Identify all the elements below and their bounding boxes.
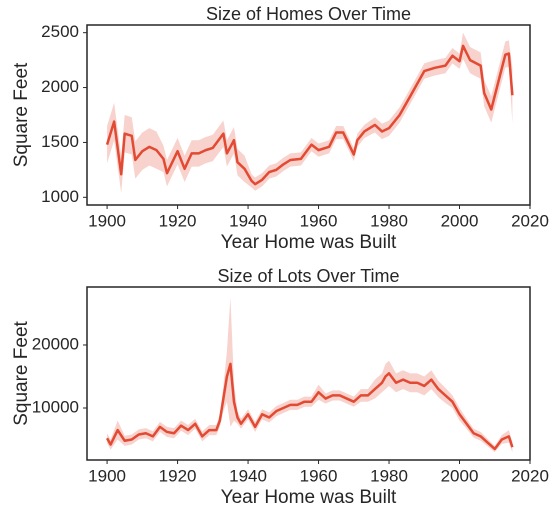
x-tick-label: 1980: [370, 466, 408, 485]
y-tick-label: 1500: [41, 132, 79, 151]
x-tick-label: 1960: [300, 466, 338, 485]
x-tick-label: 1940: [229, 211, 267, 230]
x-tick-label: 2000: [441, 466, 479, 485]
y-axis-label: Square Feet: [11, 321, 32, 426]
y-tick-label: 2500: [41, 22, 79, 41]
x-tick-label: 1960: [300, 211, 338, 230]
x-tick-label: 2000: [441, 211, 479, 230]
y-tick-label: 10000: [32, 397, 79, 416]
x-tick-label: 1900: [88, 466, 126, 485]
y-axis-label: Square Feet: [11, 62, 32, 167]
x-tick-label: 1900: [88, 211, 126, 230]
plot-frame: [86, 24, 531, 206]
x-tick-label: 1920: [159, 211, 197, 230]
x-axis-label: Year Home was Built: [221, 232, 397, 253]
confidence-band: [107, 32, 513, 193]
chart-title: Size of Homes Over Time: [206, 4, 411, 24]
x-tick-label: 2020: [511, 211, 549, 230]
confidence-band: [107, 297, 513, 453]
line: [105, 362, 514, 451]
chart-title: Size of Lots Over Time: [217, 266, 399, 286]
x-tick-label: 2020: [511, 466, 549, 485]
x-axis-label: Year Home was Built: [221, 487, 397, 508]
x-tick-label: 1980: [370, 211, 408, 230]
y-tick-label: 20000: [32, 334, 79, 353]
plot-frame: [86, 286, 531, 461]
y-tick-label: 2000: [41, 77, 79, 96]
x-tick-label: 1920: [159, 466, 197, 485]
x-tick-label: 1940: [229, 466, 267, 485]
line: [105, 44, 514, 186]
y-tick-label: 1000: [41, 187, 79, 206]
